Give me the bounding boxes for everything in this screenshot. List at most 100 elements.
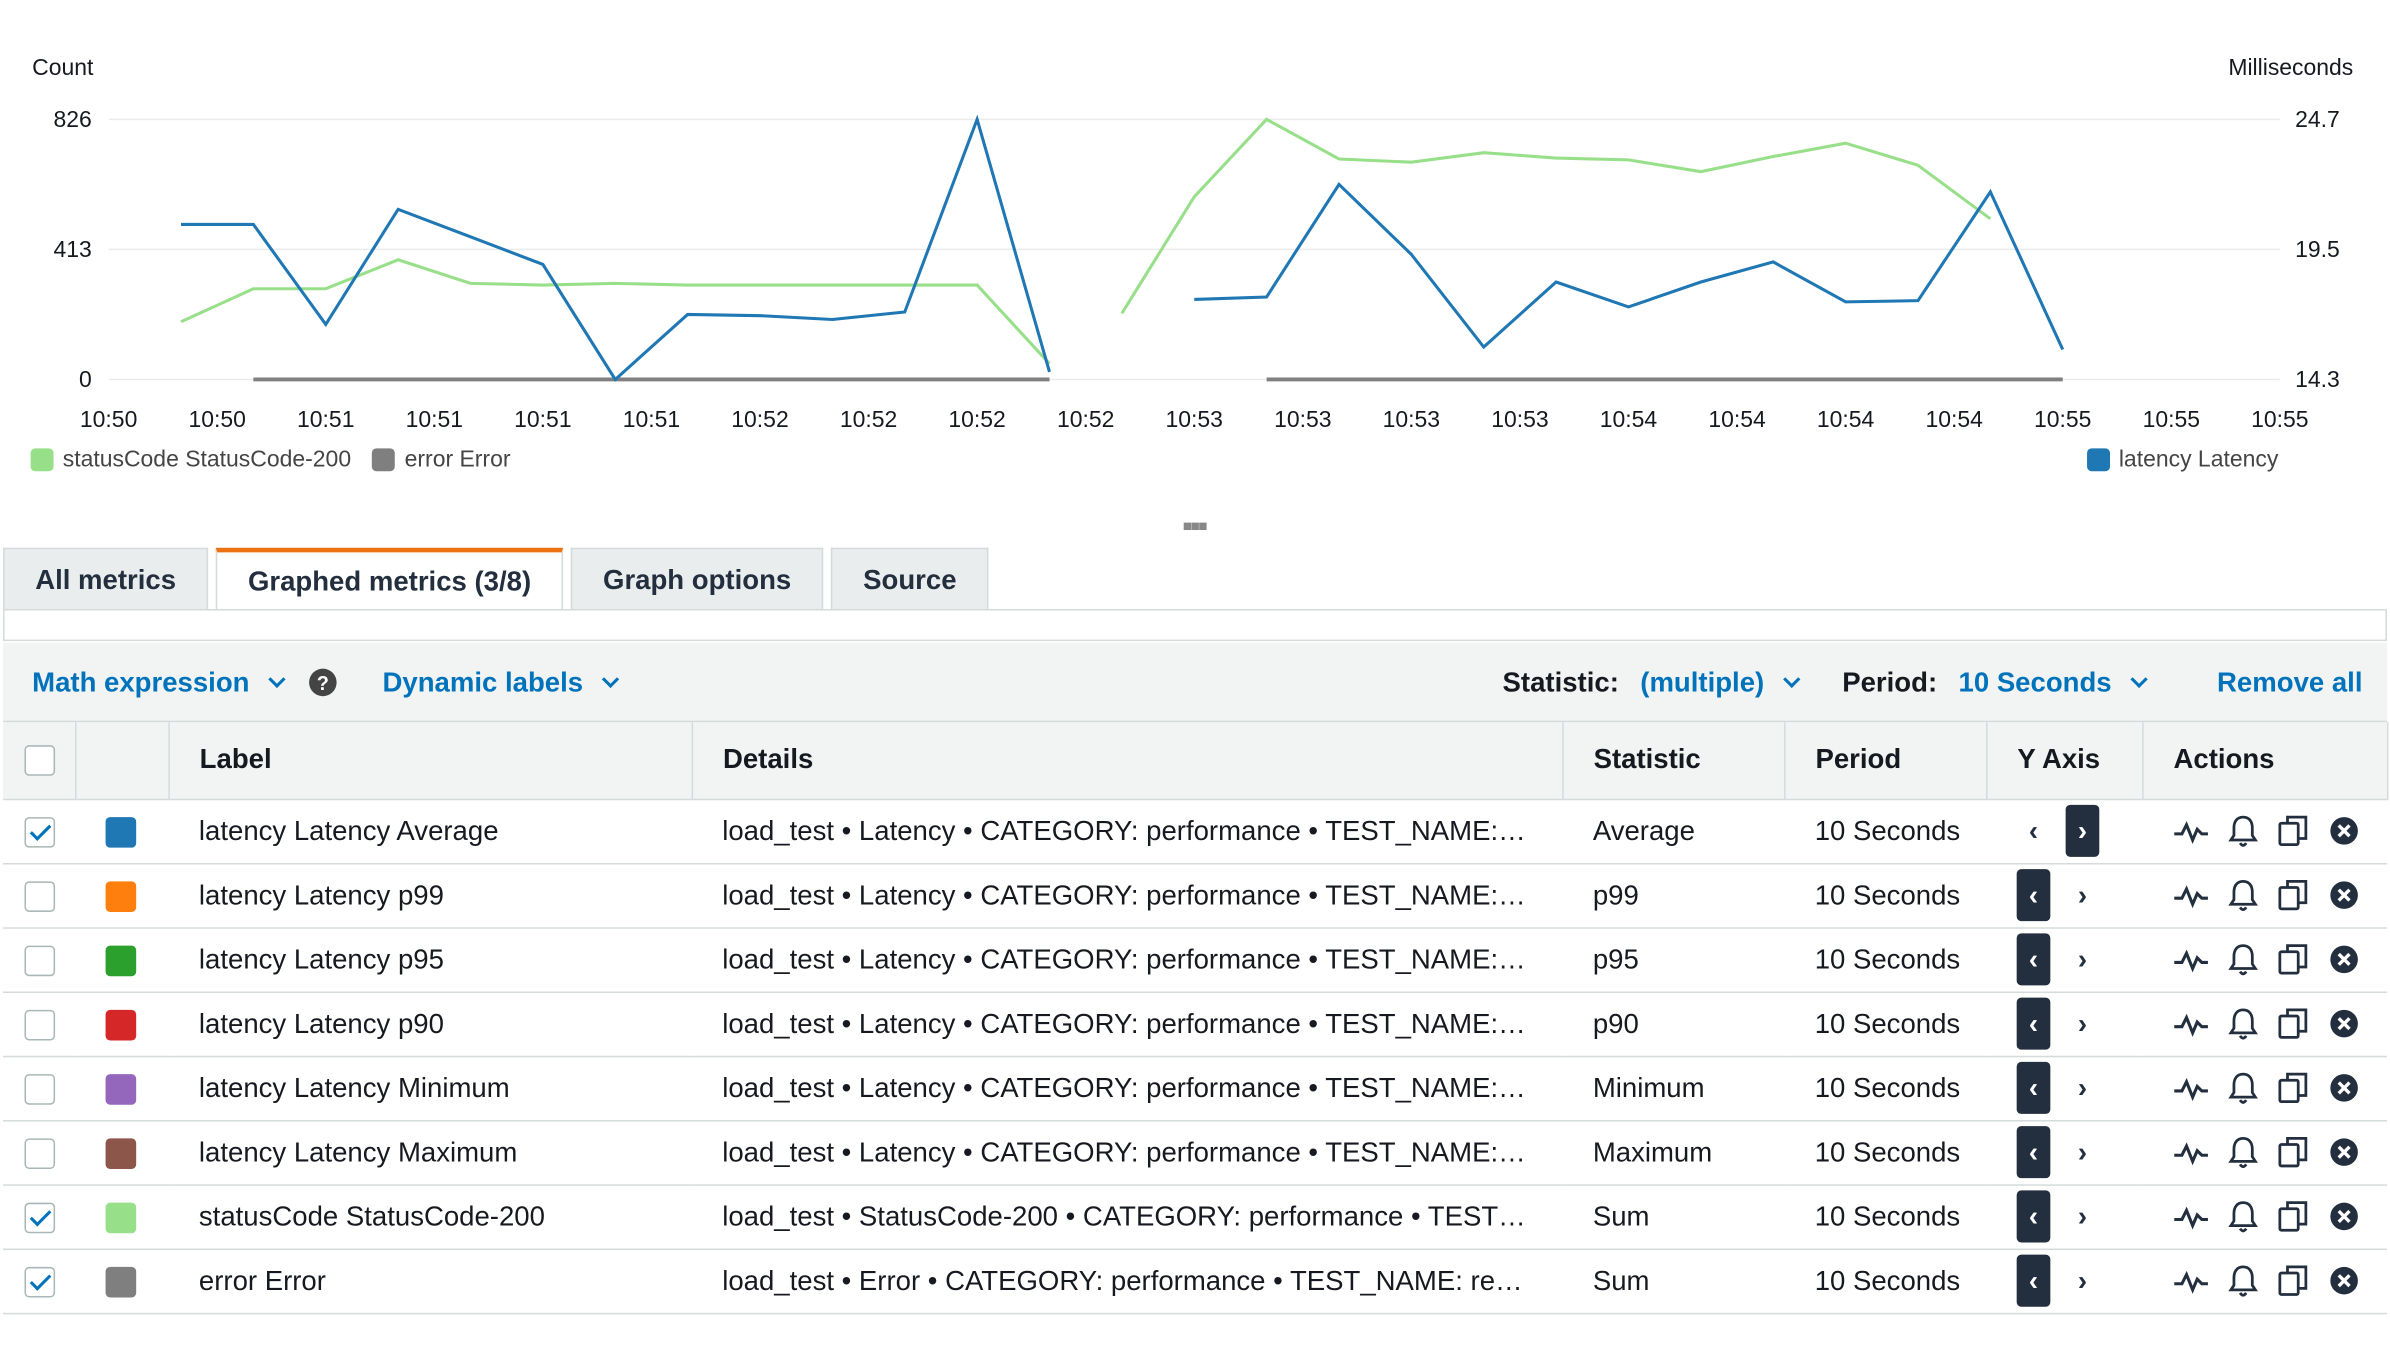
metric-label[interactable]: statusCode StatusCode-200 — [168, 1184, 692, 1250]
y-axis-right-button[interactable]: › — [2077, 943, 2088, 974]
remove-all-button[interactable]: Remove all — [2217, 666, 2363, 697]
table-row[interactable]: latency Latency p90 load_test • Latency •… — [3, 991, 2387, 1057]
metric-period[interactable]: 10 Seconds — [1784, 991, 1987, 1057]
metric-period[interactable]: 10 Seconds — [1784, 862, 1987, 929]
legend-item[interactable]: latency Latency — [2086, 447, 2278, 473]
y-axis-left-button[interactable]: ‹ — [2028, 814, 2039, 846]
y-axis-right-button[interactable]: › — [2077, 1007, 2088, 1039]
remove-icon[interactable] — [2329, 1262, 2360, 1299]
y-axis-right-button[interactable]: › — [2077, 879, 2088, 910]
alarm-bell-icon[interactable] — [2228, 812, 2259, 849]
period-dropdown[interactable]: 10 Seconds — [1959, 643, 2155, 723]
metric-statistic[interactable]: Average — [1562, 798, 1785, 864]
y-axis-right-button[interactable]: › — [2077, 1200, 2088, 1231]
row-checkbox[interactable] — [24, 880, 56, 912]
table-row[interactable]: latency Latency Minimum load_test • Laten… — [3, 1055, 2387, 1121]
series-color-swatch[interactable] — [105, 1202, 137, 1233]
y-axis-right-button[interactable]: › — [2077, 1264, 2088, 1296]
remove-icon[interactable] — [2329, 812, 2360, 849]
anomaly-detection-icon[interactable] — [2173, 1262, 2210, 1299]
duplicate-icon[interactable] — [2277, 1262, 2311, 1299]
metric-period[interactable]: 10 Seconds — [1784, 1248, 1987, 1314]
label-column-header[interactable]: Label — [168, 722, 693, 800]
alarm-bell-icon[interactable] — [2228, 1070, 2259, 1107]
anomaly-detection-icon[interactable] — [2173, 877, 2210, 914]
metric-period[interactable]: 10 Seconds — [1784, 1184, 1987, 1250]
tab-all-metrics[interactable]: All metrics — [3, 547, 209, 611]
metric-label[interactable]: latency Latency p95 — [168, 927, 692, 993]
y-axis-right-button[interactable]: › — [2077, 1071, 2088, 1103]
metric-statistic[interactable]: p95 — [1562, 927, 1785, 993]
metric-statistic[interactable]: Minimum — [1562, 1055, 1785, 1121]
metric-label[interactable]: latency Latency p99 — [168, 862, 692, 929]
metric-statistic[interactable]: p99 — [1562, 862, 1785, 929]
table-row[interactable]: error Error load_test • Error • CATEGORY:… — [3, 1248, 2387, 1314]
alarm-bell-icon[interactable] — [2228, 877, 2259, 914]
tab-source[interactable]: Source — [831, 547, 989, 611]
metric-label[interactable]: latency Latency Maximum — [168, 1120, 692, 1186]
y-axis-right-button[interactable]: › — [2077, 1136, 2088, 1167]
table-row[interactable]: latency Latency Average load_test • Laten… — [3, 798, 2387, 864]
y-axis-left-button[interactable]: ‹ — [2016, 869, 2051, 922]
metric-label[interactable]: latency Latency Average — [168, 798, 692, 864]
legend-item[interactable]: statusCode StatusCode-200 — [30, 447, 351, 473]
anomaly-detection-icon[interactable] — [2173, 1070, 2210, 1107]
tab-graphed-metrics[interactable]: Graphed metrics (3/8) — [215, 547, 564, 611]
remove-icon[interactable] — [2329, 1198, 2360, 1235]
y-axis-left-button[interactable]: ‹ — [2016, 1126, 2051, 1179]
series-color-swatch[interactable] — [105, 1073, 137, 1105]
resize-handle[interactable]: ■■■ — [1182, 518, 1208, 536]
row-checkbox[interactable] — [24, 1073, 56, 1105]
anomaly-detection-icon[interactable] — [2173, 1134, 2210, 1171]
remove-icon[interactable] — [2329, 1070, 2360, 1107]
row-checkbox[interactable] — [24, 1202, 56, 1233]
y-axis-left-button[interactable]: ‹ — [2016, 1190, 2051, 1243]
row-checkbox[interactable] — [24, 945, 56, 976]
metric-label[interactable]: latency Latency Minimum — [168, 1055, 692, 1121]
series-color-swatch[interactable] — [105, 945, 137, 976]
y-axis-left-button[interactable]: ‹ — [2016, 997, 2051, 1050]
remove-icon[interactable] — [2329, 1134, 2360, 1171]
y-axis-left-button[interactable]: ‹ — [2016, 1061, 2051, 1114]
metric-period[interactable]: 10 Seconds — [1784, 1055, 1987, 1121]
table-row[interactable]: latency Latency Maximum load_test • Laten… — [3, 1120, 2387, 1186]
row-checkbox[interactable] — [24, 1266, 56, 1297]
row-checkbox[interactable] — [24, 1137, 56, 1169]
remove-icon[interactable] — [2329, 941, 2360, 978]
series-color-swatch[interactable] — [105, 880, 137, 912]
duplicate-icon[interactable] — [2277, 1070, 2311, 1107]
statistic-column-header[interactable]: Statistic — [1562, 722, 1785, 800]
alarm-bell-icon[interactable] — [2228, 1262, 2259, 1299]
y-axis-right-button[interactable]: › — [2065, 804, 2100, 857]
series-color-swatch[interactable] — [105, 816, 137, 848]
anomaly-detection-icon[interactable] — [2173, 941, 2210, 978]
metric-statistic[interactable]: Maximum — [1562, 1120, 1785, 1186]
series-color-swatch[interactable] — [105, 1137, 137, 1169]
remove-icon[interactable] — [2329, 1005, 2360, 1042]
y-axis-left-button[interactable]: ‹ — [2016, 1254, 2051, 1307]
alarm-bell-icon[interactable] — [2228, 1134, 2259, 1171]
metric-statistic[interactable]: p90 — [1562, 991, 1785, 1057]
anomaly-detection-icon[interactable] — [2173, 1198, 2210, 1235]
tab-graph-options[interactable]: Graph options — [570, 547, 824, 611]
legend-item[interactable]: error Error — [372, 447, 510, 473]
select-all-checkbox[interactable] — [24, 745, 56, 777]
alarm-bell-icon[interactable] — [2228, 941, 2259, 978]
metric-period[interactable]: 10 Seconds — [1784, 1120, 1987, 1186]
table-row[interactable]: latency Latency p99 load_test • Latency •… — [3, 862, 2387, 929]
y-axis-left-button[interactable]: ‹ — [2016, 933, 2051, 986]
metric-period[interactable]: 10 Seconds — [1784, 927, 1987, 993]
anomaly-detection-icon[interactable] — [2173, 812, 2210, 849]
series-color-swatch[interactable] — [105, 1266, 137, 1297]
series-color-swatch[interactable] — [105, 1009, 137, 1040]
row-checkbox[interactable] — [24, 1009, 56, 1040]
metric-statistic[interactable]: Sum — [1562, 1248, 1785, 1314]
duplicate-icon[interactable] — [2277, 877, 2311, 914]
metric-statistic[interactable]: Sum — [1562, 1184, 1785, 1250]
alarm-bell-icon[interactable] — [2228, 1005, 2259, 1042]
duplicate-icon[interactable] — [2277, 1198, 2311, 1235]
math-expression-dropdown[interactable]: Math expression — [32, 643, 292, 723]
metric-label[interactable]: latency Latency p90 — [168, 991, 692, 1057]
table-row[interactable]: statusCode StatusCode-200 load_test • Sta… — [3, 1184, 2387, 1250]
duplicate-icon[interactable] — [2277, 941, 2311, 978]
